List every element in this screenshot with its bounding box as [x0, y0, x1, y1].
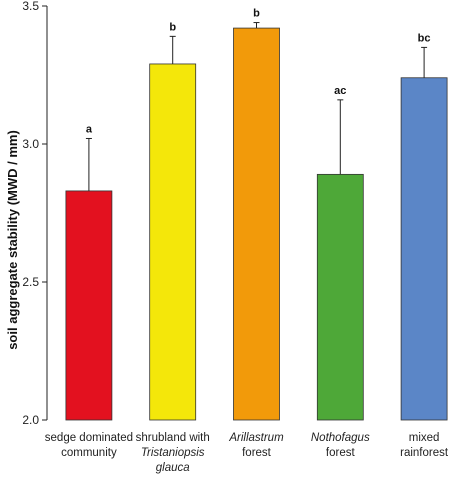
category-label-3-1: Arillastrum [228, 432, 284, 444]
significance-label-3: b [253, 8, 260, 20]
category-label-1-1: sedge dominated [45, 432, 133, 444]
y-tick-label: 3.5 [22, 0, 39, 13]
category-label-2-1: shrubland with [136, 432, 210, 444]
category-label-3-2: forest [242, 447, 272, 459]
significance-label-1: a [86, 123, 93, 135]
category-label-2-3: glauca [156, 462, 190, 474]
bar-2 [149, 63, 197, 421]
error-bars [85, 22, 428, 191]
y-axis-title: soil aggregate stability (MWD / mm) [5, 130, 20, 350]
y-tick-label: 2.5 [22, 275, 39, 289]
category-label-1-2: community [61, 447, 117, 459]
significance-label-5: bc [418, 32, 431, 44]
category-label-2-2: Tristaniopsis [141, 447, 205, 459]
bars [65, 27, 448, 421]
category-label-5-2: rainforest [400, 447, 449, 459]
category-labels: sedge dominated community shrubland with Tr… [45, 432, 449, 474]
category-label-4-2: forest [326, 447, 356, 459]
y-tick-label: 2.0 [22, 413, 39, 427]
significance-labels: a b b ac bc [86, 8, 431, 136]
significance-label-4: ac [334, 85, 346, 97]
category-label-5-1: mixed [409, 432, 440, 444]
bar-5 [400, 77, 448, 421]
y-tick-label: 3.0 [22, 137, 39, 151]
bar-3 [233, 27, 280, 421]
bar-1 [65, 190, 113, 421]
significance-label-2: b [169, 21, 176, 33]
category-label-4-1: Nothofagus [311, 432, 370, 444]
y-axis: 2.0 2.5 3.0 3.5 [22, 0, 48, 427]
bar-4 [316, 173, 364, 421]
